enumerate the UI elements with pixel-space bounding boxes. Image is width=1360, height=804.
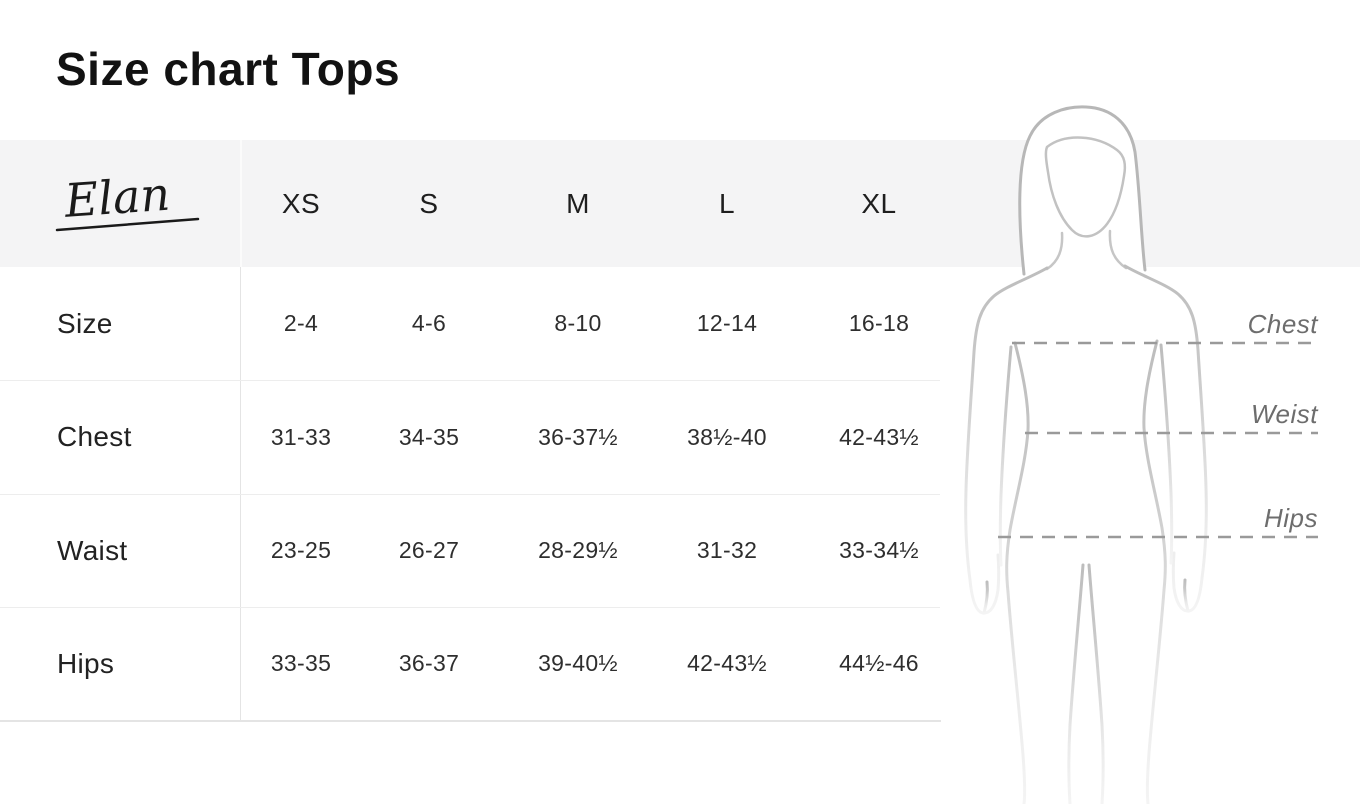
table-bottom-border (0, 720, 941, 722)
brand-logo: Elan (55, 167, 200, 232)
cell-hips-xs: 33-35 (270, 650, 332, 676)
column-header-l: L (718, 187, 736, 219)
figure-neck-right (1108, 229, 1128, 270)
figure-body-outline (964, 264, 1208, 804)
figure-face-icon (1044, 136, 1127, 238)
cell-hips-s: 36-37 (398, 650, 460, 676)
cell-chest-s: 34-35 (398, 423, 460, 450)
row-label-size: Size (57, 307, 113, 339)
figure-hair-icon (1018, 105, 1147, 276)
cell-hips-xl: 44½-46 (839, 650, 919, 676)
cell-hips-m: 39-40½ (538, 650, 618, 676)
page-title: Size chart Tops (56, 43, 401, 95)
cell-size-xs: 2-4 (283, 310, 319, 336)
cell-size-m: 8-10 (554, 310, 602, 336)
figure-label-hips: Hips (1263, 503, 1318, 533)
row-label-waist: Waist (57, 534, 128, 566)
row-label-chest: Chest (57, 421, 132, 452)
column-header-m: M (566, 187, 590, 219)
cell-chest-xs: 31-33 (270, 423, 332, 450)
row-divider (0, 494, 940, 495)
cell-waist-l: 31-32 (696, 537, 758, 563)
row-label-hips: Hips (57, 647, 115, 679)
cell-size-xl: 16-18 (848, 310, 910, 336)
column-header-xl: XL (861, 187, 897, 219)
column-header-s: S (419, 187, 439, 219)
row-divider (0, 380, 940, 381)
cell-size-s: 4-6 (411, 310, 447, 336)
brand-logo-underline (55, 217, 200, 232)
cell-waist-s: 26-27 (398, 537, 460, 563)
cell-waist-m: 28-29½ (538, 537, 618, 563)
figure-label-waist: Weist (1250, 399, 1318, 429)
cell-size-l: 12-14 (696, 310, 758, 336)
column-divider (240, 267, 241, 720)
column-header-xs: XS (281, 187, 321, 219)
row-divider (0, 607, 940, 608)
cell-chest-l: 38½-40 (687, 423, 767, 450)
brand-logo-text: Elan (62, 167, 172, 228)
cell-waist-xl: 33-34½ (839, 537, 919, 563)
cell-hips-l: 42-43½ (687, 650, 767, 676)
figure-illustration (964, 105, 1318, 804)
figure-neck-left (1045, 231, 1064, 271)
cell-chest-m: 36-37½ (538, 423, 618, 450)
column-divider-band (240, 140, 242, 267)
cell-chest-xl: 42-43½ (839, 423, 919, 450)
cell-waist-xs: 23-25 (270, 537, 332, 563)
figure-label-chest: Chest (1247, 309, 1318, 339)
